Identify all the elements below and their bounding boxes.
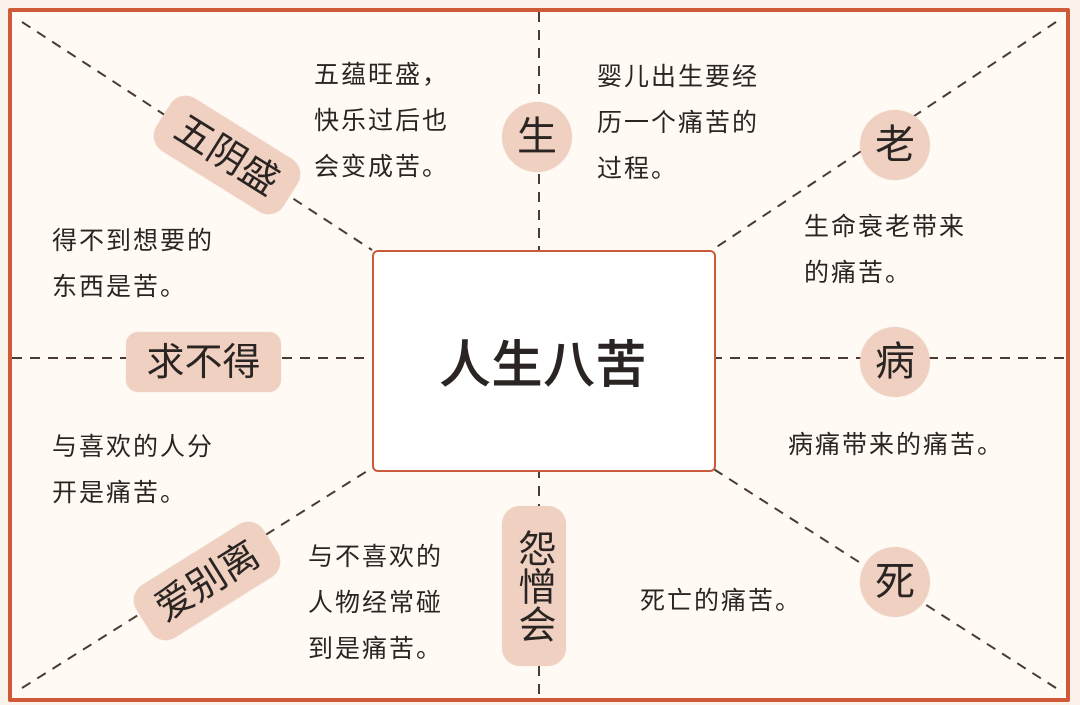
desc-lao-line-2: 的痛苦。: [804, 258, 913, 287]
desc-sheng: 婴儿出生要经 历一个痛苦的 过程。: [597, 54, 759, 192]
tag-lao: 老: [860, 110, 930, 180]
desc-bing: 病痛带来的痛苦。: [788, 422, 1004, 468]
desc-qiubude-line-2: 东西是苦。: [52, 272, 188, 301]
desc-si: 死亡的痛苦。: [640, 578, 802, 624]
diagonal-top-left: [21, 21, 373, 251]
tag-si: 死: [860, 547, 930, 617]
center-title: 人生八苦: [440, 335, 648, 394]
desc-si-line-1: 死亡的痛苦。: [640, 586, 803, 615]
desc-yuanzenghui-line-2: 人物经常碰: [308, 588, 444, 617]
tag-sheng: 生: [502, 102, 572, 172]
desc-sheng-line-3: 过程。: [597, 154, 679, 183]
desc-aibieli: 与喜欢的人分 开是痛苦。: [52, 424, 214, 516]
center-title-box: 人生八苦: [372, 250, 716, 472]
desc-yuanzenghui-line-3: 到是痛苦。: [308, 634, 444, 663]
desc-sheng-line-1: 婴儿出生要经: [597, 62, 760, 91]
desc-yuanzenghui: 与不喜欢的 人物经常碰 到是痛苦。: [308, 534, 443, 672]
diagram-frame: 人生八苦 生 老 病 死 五阴盛 求不得 爱别离 怨憎会 五蕴旺盛， 快乐过后也…: [8, 8, 1070, 702]
desc-wuyinsheng: 五蕴旺盛， 快乐过后也 会变成苦。: [314, 52, 449, 190]
desc-wuyinsheng-line-1: 五蕴旺盛，: [314, 60, 450, 89]
desc-aibieli-line-1: 与喜欢的人分: [52, 432, 215, 461]
desc-lao: 生命衰老带来 的痛苦。: [804, 204, 966, 296]
desc-wuyinsheng-line-2: 快乐过后也: [314, 106, 450, 135]
desc-qiubude: 得不到想要的 东西是苦。: [52, 218, 214, 310]
desc-lao-line-1: 生命衰老带来: [804, 212, 967, 241]
desc-bing-line-1: 病痛带来的痛苦。: [788, 430, 1005, 459]
desc-aibieli-line-2: 开是痛苦。: [52, 478, 188, 507]
desc-qiubude-line-1: 得不到想要的: [52, 226, 215, 255]
tag-yuanzenghui: 怨憎会: [502, 506, 566, 666]
tag-bing: 病: [860, 327, 930, 397]
desc-sheng-line-2: 历一个痛苦的: [597, 108, 760, 137]
desc-yuanzenghui-line-1: 与不喜欢的: [308, 542, 444, 571]
tag-qiubude: 求不得: [126, 332, 281, 392]
desc-wuyinsheng-line-3: 会变成苦。: [314, 152, 450, 181]
